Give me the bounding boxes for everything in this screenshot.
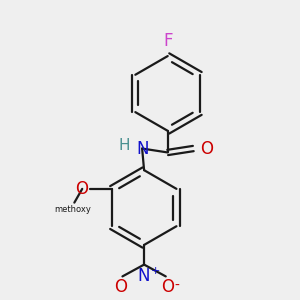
Text: O: O [75,180,88,198]
Text: -: - [175,278,179,292]
Text: O: O [200,140,213,158]
Text: methoxy: methoxy [54,205,91,214]
Text: N: N [136,140,148,158]
Text: +: + [151,266,160,276]
Text: F: F [163,32,172,50]
Text: O: O [114,278,127,296]
Text: O: O [161,278,174,296]
Text: N: N [138,267,150,285]
Text: H: H [119,138,130,153]
